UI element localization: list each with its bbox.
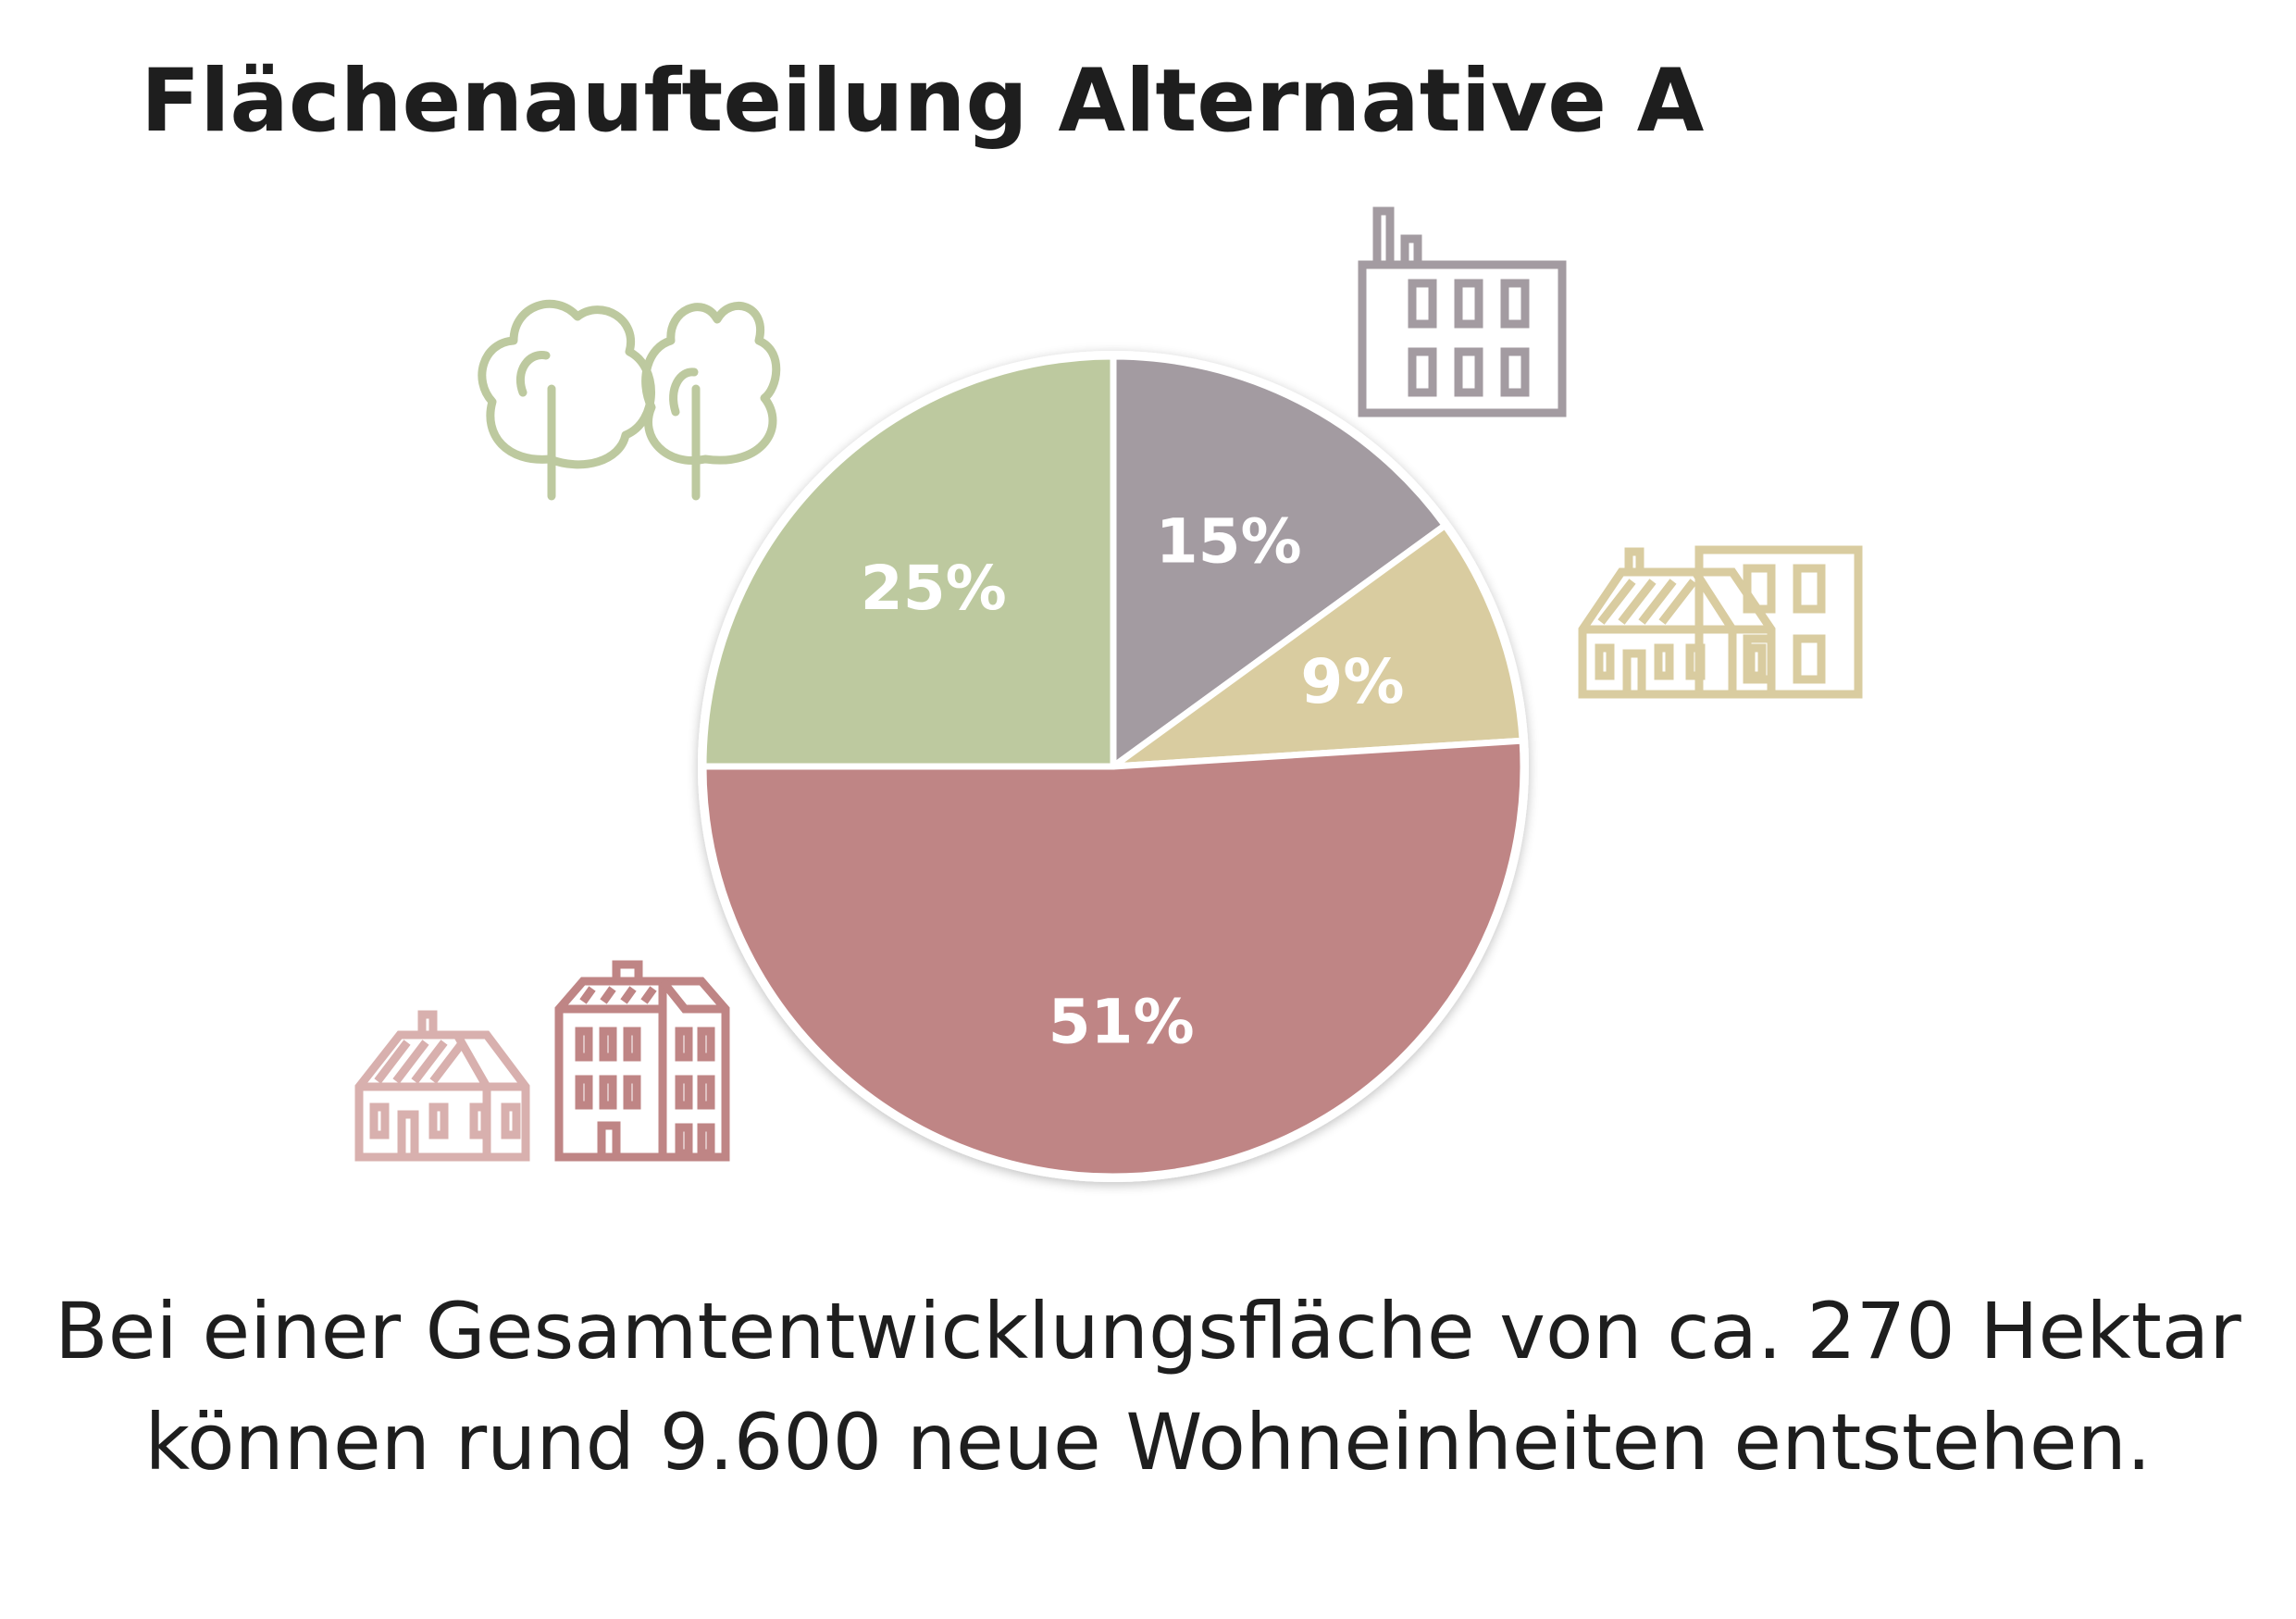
- caption-line-1: Bei einer Gesamtentwicklungsfläche von c…: [55, 1286, 2241, 1376]
- pie-slice-9: [1110, 522, 1526, 770]
- chart-title: Flächenaufteilung Alternative A: [141, 51, 1705, 152]
- pie-label-25: 25%: [861, 553, 1007, 624]
- pie-label-51: 51%: [1049, 987, 1195, 1058]
- caption-line-2: können rund 9.600 neue Wohneinheiten ent…: [144, 1397, 2152, 1488]
- pie-slice-25: [700, 353, 1117, 770]
- caption: Bei einer Gesamtentwicklungsfläche von c…: [0, 1276, 2296, 1498]
- residential-buildings-icon: [354, 960, 730, 1162]
- townhouses-icon: [1578, 545, 1863, 699]
- factory-icon: [1358, 206, 1567, 417]
- pie-slice-15: [1110, 353, 1448, 770]
- pie-label-9: 9%: [1300, 646, 1404, 717]
- pie-label-15: 15%: [1156, 505, 1302, 577]
- pie-slice-51: [700, 737, 1527, 1180]
- trees-icon: [478, 299, 781, 501]
